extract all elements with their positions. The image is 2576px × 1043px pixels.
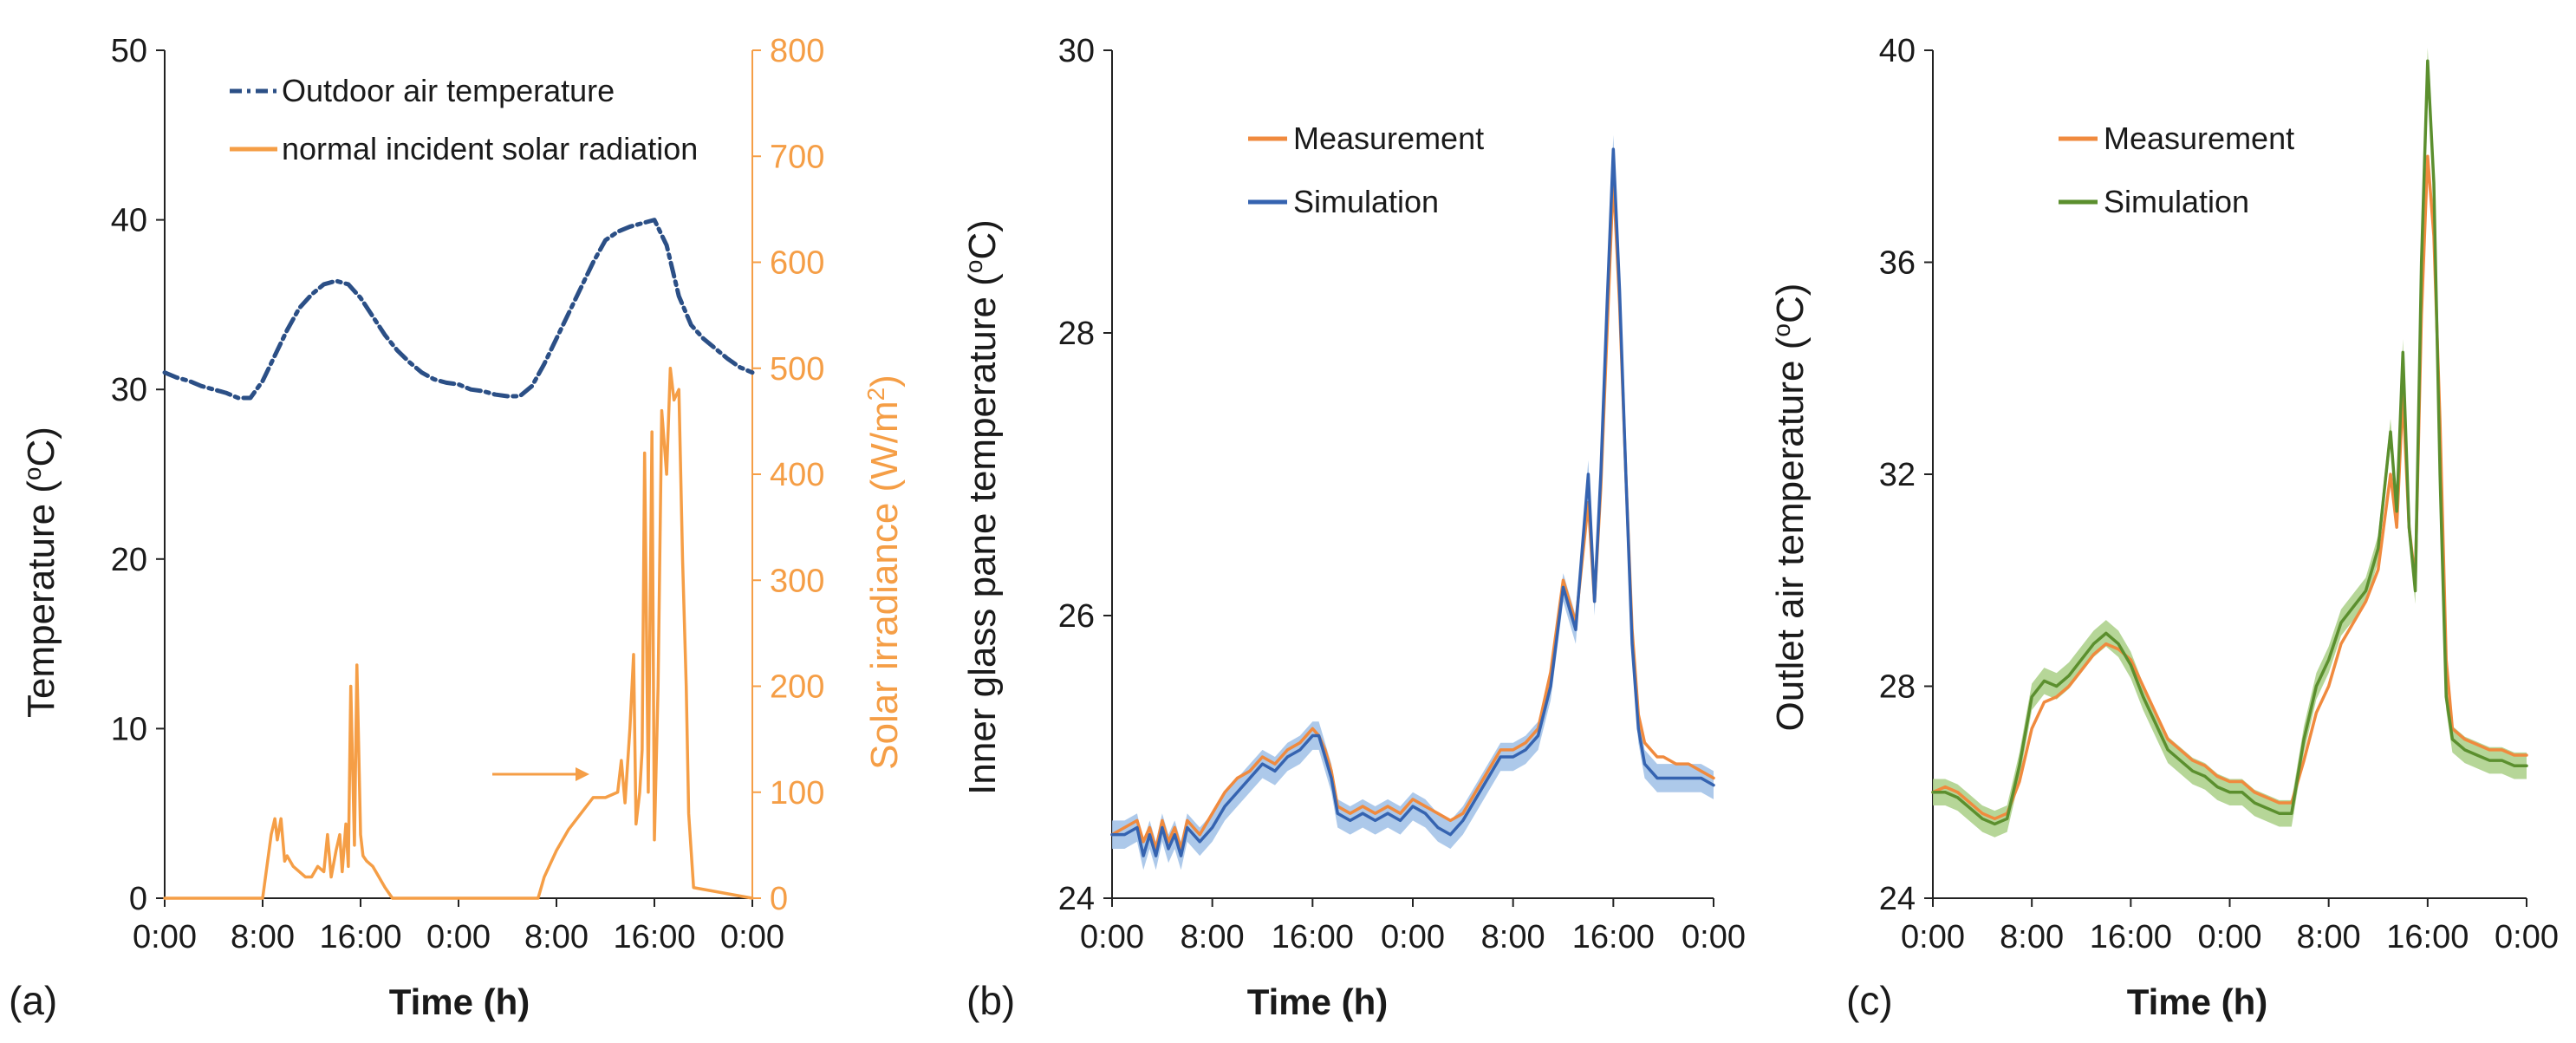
x-tick-label: 16:00 xyxy=(1572,919,1655,955)
series-line-simulation xyxy=(1931,59,2528,826)
y-tick-label: 24 xyxy=(1879,881,1916,917)
y-tick-label: 20 xyxy=(111,542,147,578)
x-tick-label: 0:00 xyxy=(720,919,784,955)
legend-b-simulation-label: Simulation xyxy=(1293,184,1439,219)
y-tick-label: 36 xyxy=(1879,245,1916,282)
x-tick-label: 0:00 xyxy=(426,919,491,955)
panel-a-chart: 0:00 8:00 16:00 0:00 8:00 16:00 0:000102030405… xyxy=(9,33,906,1023)
y2-tick-label: 700 xyxy=(770,139,824,175)
x-tick-label: 0:00 xyxy=(1901,919,1965,955)
panel-b-legend: Measurement Simulation xyxy=(1248,121,1484,219)
y-tick-label: 0 xyxy=(129,881,147,917)
panel-b-label: (b) xyxy=(966,978,1015,1023)
panel-c-legend: Measurement Simulation xyxy=(2059,121,2294,219)
x-tick-label: 0:00 xyxy=(2198,919,2262,955)
series-band-simulation xyxy=(1112,134,1714,870)
y-tick-label: 40 xyxy=(1879,33,1916,69)
y2-tick-label: 300 xyxy=(770,563,824,599)
x-tick-label: 8:00 xyxy=(2000,919,2064,955)
y2-tick-label: 400 xyxy=(770,457,824,493)
y-tick-label: 30 xyxy=(111,372,147,408)
panel-a-ylabel: Temperature (oC) xyxy=(19,427,63,718)
x-tick-label: 16:00 xyxy=(613,919,695,955)
y2-tick-label: 200 xyxy=(770,669,824,706)
x-tick-label: 8:00 xyxy=(2297,919,2361,955)
x-tick-label: 16:00 xyxy=(2386,919,2469,955)
panel-c-label: (c) xyxy=(1846,978,1893,1023)
x-tick-label: 8:00 xyxy=(231,919,295,955)
x-tick-label: 16:00 xyxy=(1272,919,1354,955)
panel-c-xlabel: Time (h) xyxy=(2127,981,2268,1022)
y-tick-label: 32 xyxy=(1879,457,1916,493)
y-tick-label: 40 xyxy=(111,203,147,239)
series-line-measurement xyxy=(1931,154,2528,821)
y2-tick-label: 800 xyxy=(770,33,824,69)
x-tick-label: 0:00 xyxy=(1682,919,1746,955)
legend-solar-label: normal incident solar radiation xyxy=(282,131,698,166)
y-tick-label: 24 xyxy=(1058,881,1095,917)
series-line-normal-incident-solar-radiation xyxy=(163,367,754,900)
panel-c-chart: 0:00 8:00 16:00 0:00 8:00 16:00 0:002428323640… xyxy=(1768,33,2559,1023)
x-tick-label: 0:00 xyxy=(1080,919,1144,955)
x-tick-label: 0:00 xyxy=(2495,919,2559,955)
x-tick-label: 16:00 xyxy=(319,919,401,955)
x-tick-label: 8:00 xyxy=(524,919,589,955)
y-tick-label: 28 xyxy=(1879,669,1916,706)
x-tick-label: 8:00 xyxy=(1481,919,1545,955)
y2-tick-label: 100 xyxy=(770,775,824,812)
y2-tick-label: 0 xyxy=(770,881,788,917)
panel-a-legend: Outdoor air temperature normal incident … xyxy=(230,73,698,166)
panel-a-label: (a) xyxy=(9,978,57,1023)
legend-c-measurement-label: Measurement xyxy=(2104,121,2294,156)
series-band-simulation xyxy=(1933,47,2527,838)
series-line-simulation xyxy=(1110,147,1715,857)
y2-tick-label: 500 xyxy=(770,351,824,388)
legend-b-measurement-label: Measurement xyxy=(1293,121,1484,156)
y-tick-label: 30 xyxy=(1058,33,1095,69)
x-tick-label: 8:00 xyxy=(1181,919,1245,955)
panel-b-xlabel: Time (h) xyxy=(1247,981,1389,1022)
panel-a-plot-area: 0:00 8:00 16:00 0:00 8:00 16:00 0:000102030405… xyxy=(111,33,825,955)
annotation-arrow xyxy=(492,767,589,781)
x-tick-label: 0:00 xyxy=(1381,919,1445,955)
x-tick-label: 16:00 xyxy=(2090,919,2172,955)
y2-tick-label: 600 xyxy=(770,245,824,282)
legend-outdoor-label: Outdoor air temperature xyxy=(282,73,615,108)
panel-a-y2label: Solar irradiance (W/m2) xyxy=(862,375,907,770)
panel-c-ylabel: Outlet air temperature (oC) xyxy=(1768,284,1812,732)
y-tick-label: 26 xyxy=(1058,598,1095,635)
x-tick-label: 0:00 xyxy=(133,919,197,955)
y-tick-label: 10 xyxy=(111,711,147,747)
y-tick-label: 50 xyxy=(111,33,147,69)
series-line-measurement xyxy=(1110,175,1715,851)
legend-c-simulation-label: Simulation xyxy=(2104,184,2249,219)
y-tick-label: 28 xyxy=(1058,316,1095,352)
panel-a-xlabel: Time (h) xyxy=(389,981,530,1022)
panel-b-ylabel: Inner glass pane temperature (oC) xyxy=(960,219,1005,795)
series-line-outdoor-air-temperature xyxy=(162,218,755,401)
